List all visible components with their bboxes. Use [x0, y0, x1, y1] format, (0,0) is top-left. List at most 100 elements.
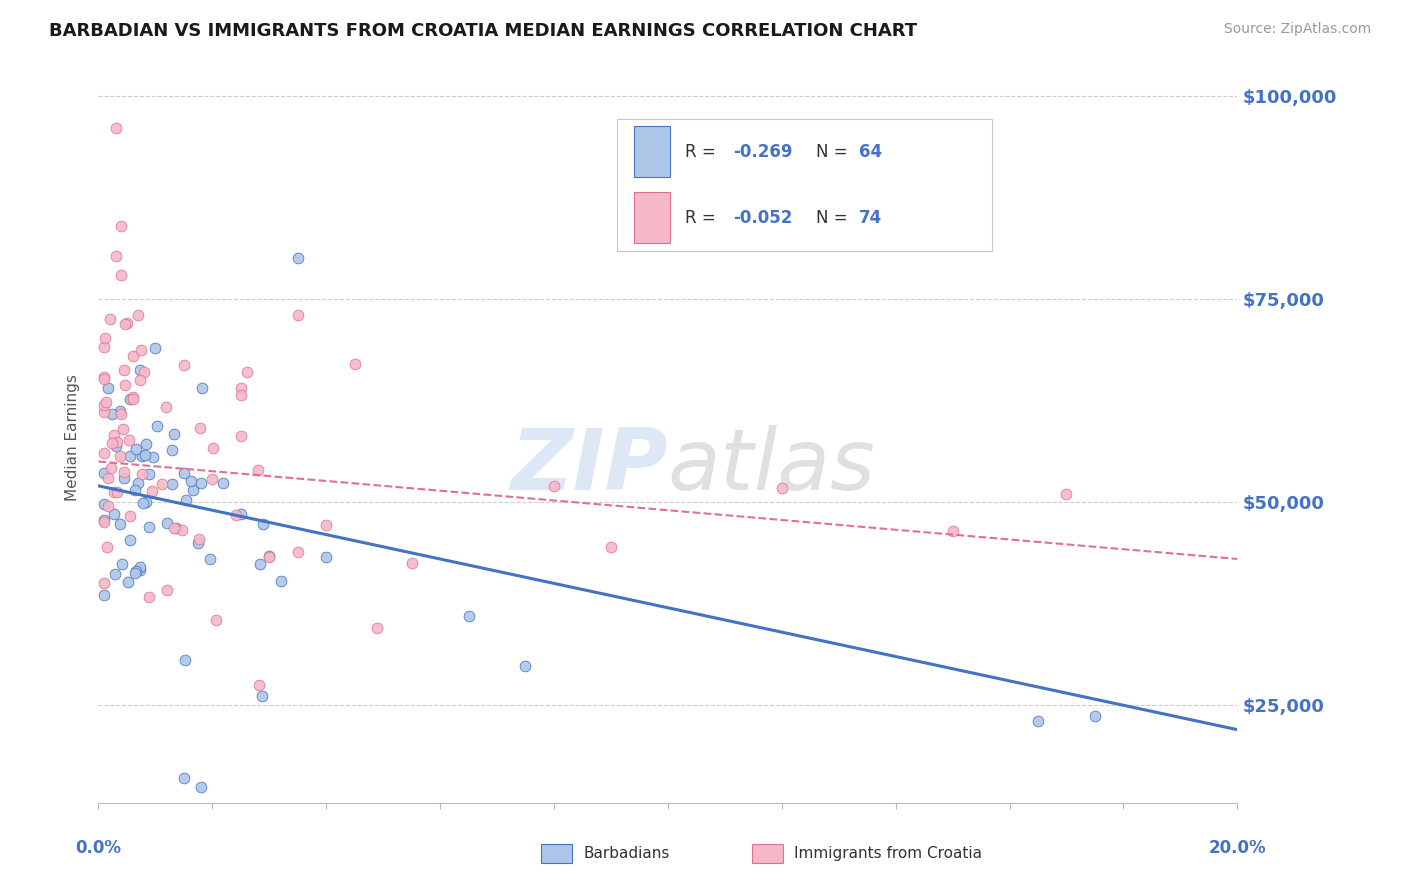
Point: [172, 523, 194, 537]
Point: [252, 516, 274, 531]
Point: [105, 439, 128, 453]
Point: [93, 372, 115, 386]
Point: [112, 471, 135, 485]
Point: [163, 521, 186, 535]
Point: [543, 479, 565, 493]
Point: [191, 381, 214, 395]
Text: R =: R =: [685, 143, 721, 161]
Point: [100, 461, 122, 475]
Point: [156, 516, 179, 531]
Point: [600, 540, 623, 554]
Point: [132, 496, 155, 510]
Point: [366, 622, 388, 636]
Point: [94, 395, 117, 409]
Point: [343, 357, 366, 371]
Point: [134, 448, 156, 462]
Point: [108, 449, 131, 463]
Point: [110, 219, 132, 233]
Point: [142, 450, 165, 464]
Text: 64: 64: [859, 143, 883, 161]
Point: [229, 507, 252, 521]
Point: [93, 446, 115, 460]
Point: [120, 509, 142, 524]
FancyBboxPatch shape: [617, 119, 993, 251]
Point: [173, 466, 195, 480]
Point: [187, 532, 209, 546]
Text: Source: ZipAtlas.com: Source: ZipAtlas.com: [1223, 22, 1371, 37]
Point: [97, 499, 120, 513]
Point: [105, 249, 128, 263]
Point: [190, 476, 212, 491]
Point: [162, 476, 184, 491]
Point: [1026, 714, 1049, 729]
Point: [118, 533, 141, 548]
Point: [105, 485, 128, 500]
Point: [100, 435, 122, 450]
Point: [211, 475, 233, 490]
Point: [108, 403, 131, 417]
Point: [138, 590, 160, 604]
Point: [156, 582, 179, 597]
Point: [180, 474, 202, 488]
Point: [128, 363, 150, 377]
Point: [93, 588, 115, 602]
Point: [111, 558, 134, 572]
Point: [229, 429, 252, 443]
Point: [114, 317, 136, 331]
Point: [155, 400, 177, 414]
Point: [187, 536, 209, 550]
Point: [135, 495, 157, 509]
Point: [97, 471, 120, 485]
Point: [201, 472, 224, 486]
Point: [225, 508, 247, 522]
Point: [150, 476, 173, 491]
Point: [93, 513, 115, 527]
Point: [93, 466, 115, 480]
Point: [128, 563, 150, 577]
Point: [160, 442, 183, 457]
Bar: [634, 192, 671, 244]
Point: [110, 516, 132, 531]
Point: [93, 515, 115, 529]
Point: [270, 574, 292, 588]
Point: [103, 484, 125, 499]
Point: [103, 428, 125, 442]
Text: BARBADIAN VS IMMIGRANTS FROM CROATIA MEDIAN EARNINGS CORRELATION CHART: BARBADIAN VS IMMIGRANTS FROM CROATIA MED…: [49, 22, 917, 40]
Point: [138, 520, 160, 534]
Point: [93, 497, 115, 511]
Point: [110, 407, 132, 421]
Point: [173, 772, 195, 786]
Point: [315, 518, 337, 533]
Point: [93, 370, 115, 384]
Text: ZIP: ZIP: [510, 425, 668, 508]
Point: [131, 467, 153, 482]
Point: [942, 524, 965, 539]
Point: [188, 421, 211, 435]
Point: [515, 659, 537, 673]
Point: [103, 507, 125, 521]
Point: [249, 557, 271, 571]
Point: [770, 481, 793, 495]
Point: [259, 549, 281, 564]
Point: [93, 576, 115, 591]
Bar: [634, 126, 671, 178]
Text: -0.052: -0.052: [733, 209, 792, 227]
Text: 0.0%: 0.0%: [76, 839, 121, 857]
Point: [101, 407, 124, 421]
Point: [259, 549, 281, 563]
Point: [401, 556, 423, 570]
Point: [165, 521, 187, 535]
Point: [105, 434, 128, 449]
Point: [121, 392, 143, 406]
Text: atlas: atlas: [668, 425, 876, 508]
Text: N =: N =: [815, 209, 853, 227]
Text: -0.269: -0.269: [733, 143, 792, 161]
Point: [174, 653, 197, 667]
Point: [287, 308, 309, 322]
Point: [236, 365, 259, 379]
Point: [135, 436, 157, 450]
Point: [97, 381, 120, 395]
Point: [118, 433, 141, 447]
Point: [104, 121, 127, 136]
Point: [129, 343, 152, 357]
